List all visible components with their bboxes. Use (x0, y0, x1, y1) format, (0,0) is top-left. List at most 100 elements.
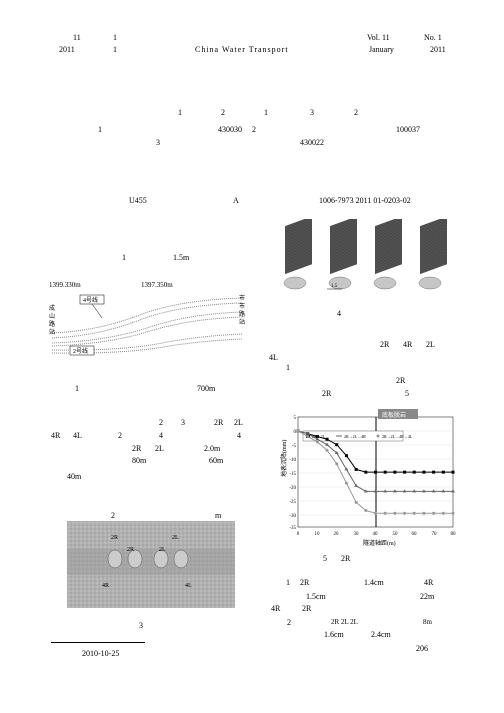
svg-text:山: 山 (49, 312, 55, 320)
svg-text:地表沉降(mm): 地表沉降(mm) (280, 440, 288, 477)
hdr-vol-left-1: 11 (73, 33, 81, 42)
svg-text:5: 5 (294, 416, 297, 421)
auth-3: 1 (264, 108, 268, 117)
fig1-cap-d: 700m (197, 384, 215, 393)
fig1-cap-n: 1 (75, 384, 79, 393)
svg-text:0: 0 (297, 532, 300, 537)
tun-4L: 4L (269, 353, 278, 362)
d-40m: 40m (67, 472, 81, 481)
tun-n1: 1 (286, 363, 290, 372)
res-24: 2.4cm (371, 630, 391, 639)
hdr-month: January (369, 45, 394, 54)
res-8m: 8m (423, 618, 432, 626)
svg-text:4L: 4L (185, 583, 192, 589)
tun-2R: 2R (380, 340, 389, 349)
svg-text:2R→2L→4R→4L: 2R→2L→4R→4L (382, 434, 413, 439)
res-2b: 2 (287, 618, 291, 627)
svg-text:-35: -35 (289, 526, 296, 531)
p-4L: 4L (73, 431, 82, 440)
res-2R2: 2R (302, 604, 311, 613)
fig5-chart: 底板脱岩 2R→2L 2R→2L→4R 2R→2L→4R→4L 01020 30… (278, 407, 458, 547)
svg-text:-5: -5 (292, 444, 297, 449)
fig3-cap: 3 (139, 621, 143, 630)
svg-text:2R: 2R (111, 535, 118, 541)
res-1: 1 (286, 578, 290, 587)
d-80m: 80m (132, 456, 146, 465)
svg-text:2L: 2L (159, 547, 166, 553)
auth-2: 2 (221, 108, 225, 117)
hdr-vol: Vol. 11 (367, 33, 390, 42)
fig4-cylinders: 1.5 (274, 219, 457, 304)
svg-text:4号线: 4号线 (83, 296, 98, 304)
doccode: A (233, 196, 239, 205)
res-2R: 2R (300, 578, 309, 587)
svg-text:40: 40 (373, 532, 379, 537)
p-4: 4 (159, 431, 163, 440)
svg-text:2R: 2R (127, 547, 134, 553)
svg-text:60: 60 (412, 532, 418, 537)
auth-5: 2 (354, 108, 358, 117)
svg-text:市: 市 (239, 302, 245, 310)
svg-text:2L: 2L (172, 535, 179, 541)
p-4b: 4 (237, 431, 241, 440)
svg-text:70: 70 (432, 532, 438, 537)
svg-text:-25: -25 (289, 500, 296, 505)
svg-text:路: 路 (49, 320, 55, 328)
res-4R: 4R (424, 578, 433, 587)
aff-3c: 430022 (300, 138, 324, 147)
svg-text:-10: -10 (289, 458, 296, 463)
svg-text:20: 20 (334, 532, 340, 537)
svg-text:10: 10 (315, 532, 321, 537)
svg-text:1.5: 1.5 (331, 284, 338, 289)
hdr-journal: China Water Transport (195, 45, 289, 54)
fig5-cap-n: 5 (323, 554, 327, 563)
tun-2L: 2L (426, 340, 435, 349)
p-4R: 4R (51, 431, 60, 440)
auth-1: 1 (178, 108, 182, 117)
hdr-vol-left-2: 1 (113, 33, 117, 42)
svg-text:-30: -30 (289, 514, 296, 519)
fig1-num: 1 (122, 253, 126, 262)
fig4-caption: 4 (337, 309, 341, 318)
fig5-cap-t: 2R (341, 554, 350, 563)
d-60m: 60m (209, 456, 223, 465)
svg-text:-20: -20 (289, 486, 296, 491)
svg-text:站: 站 (239, 318, 245, 326)
aff-1c: 430030 (218, 125, 242, 134)
svg-text:2R→2L→4R: 2R→2L→4R (344, 434, 366, 439)
aff-2c: 100037 (396, 125, 420, 134)
svg-text:4R: 4R (102, 583, 109, 589)
fig3-m: m (215, 511, 221, 520)
res-seq: 2R 2L 2L (331, 618, 358, 626)
aff-2n: 2 (252, 125, 256, 134)
svg-text:路: 路 (239, 310, 245, 318)
svg-text:30: 30 (354, 532, 360, 537)
d-2R: 2R (132, 444, 141, 453)
p-2: 2 (118, 431, 122, 440)
svg-text:成: 成 (49, 304, 55, 312)
fig1-depth: 1.5m (173, 253, 189, 262)
artid: 1006-7973 2011 01-0203-02 (319, 196, 411, 205)
svg-text:0: 0 (294, 430, 297, 435)
res-4R2: 4R (271, 604, 280, 613)
res-16: 1.6cm (324, 630, 344, 639)
fig1-plan: 4号线 2号线 成 山 路 站 市 市 路 站 (47, 288, 247, 360)
hdr-year-r: 2011 (430, 45, 446, 54)
fig3-mesh: 2R 2L 2R 2L 4R 4L (67, 521, 235, 608)
rt-2R-b: 2R (322, 389, 331, 398)
res-15: 1.5cm (306, 592, 326, 601)
rt-5: 5 (405, 389, 409, 398)
d-2m: 2.0m (204, 444, 220, 453)
auth-4: 3 (310, 108, 314, 117)
hdr-year-l1: 2011 (59, 45, 75, 54)
d-2L: 2L (155, 444, 164, 453)
mid-2L: 2L (234, 418, 243, 427)
svg-text:市: 市 (239, 294, 245, 302)
svg-text:2号线: 2号线 (73, 347, 88, 355)
footer-date: 2010-10-25 (82, 649, 119, 658)
svg-text:80: 80 (451, 532, 457, 537)
mid-2R: 2R (214, 418, 223, 427)
hdr-year-l2: 1 (113, 45, 117, 54)
footer-rule (51, 642, 145, 643)
svg-text:-15: -15 (289, 472, 296, 477)
